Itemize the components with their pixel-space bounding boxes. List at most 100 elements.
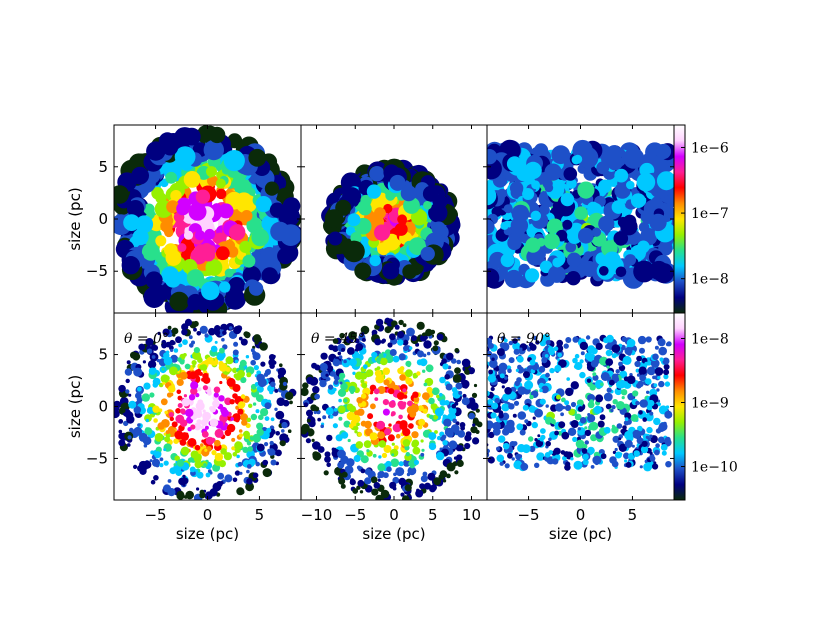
density-blob xyxy=(611,353,617,359)
density-blob xyxy=(324,451,331,458)
density-blob xyxy=(355,441,364,449)
density-blob xyxy=(262,468,272,478)
density-blob xyxy=(247,446,253,452)
density-blob xyxy=(221,409,230,417)
density-blob xyxy=(246,441,252,446)
density-blob xyxy=(322,415,327,420)
density-blob xyxy=(652,353,659,361)
density-blob xyxy=(388,400,396,408)
density-blob xyxy=(412,446,421,455)
density-blob xyxy=(420,452,425,457)
density-blob xyxy=(475,408,480,413)
density-blob xyxy=(565,387,574,397)
density-blob xyxy=(541,385,549,394)
density-blob xyxy=(421,448,425,452)
density-blob xyxy=(611,344,621,353)
density-blob xyxy=(545,340,551,345)
density-blob xyxy=(549,367,555,374)
density-blob xyxy=(340,483,346,489)
density-blob xyxy=(232,367,238,374)
density-blob xyxy=(632,429,641,439)
density-blob xyxy=(199,325,208,334)
density-blob xyxy=(613,231,629,246)
density-blob xyxy=(532,416,536,420)
density-blob xyxy=(413,459,419,465)
density-blob xyxy=(162,328,170,336)
density-blob xyxy=(645,462,651,468)
density-blob xyxy=(133,367,143,377)
density-blob xyxy=(311,438,315,442)
density-blob xyxy=(513,348,520,355)
density-blob xyxy=(616,423,623,429)
density-blob xyxy=(606,145,623,162)
density-blob xyxy=(513,460,523,470)
density-blob xyxy=(146,406,154,415)
density-blob xyxy=(214,340,218,344)
density-blob xyxy=(245,355,250,359)
density-blob xyxy=(649,451,653,455)
density-blob xyxy=(605,349,613,357)
density-blob xyxy=(649,453,655,459)
density-blob xyxy=(141,393,150,402)
density-blob xyxy=(188,202,207,221)
y-tick-label: 5 xyxy=(98,346,108,364)
density-blob xyxy=(196,487,200,491)
density-blob xyxy=(632,390,639,397)
colorbar-tick-label: 1e−8 xyxy=(691,331,729,347)
density-blob xyxy=(496,348,505,357)
density-blob xyxy=(649,434,653,438)
density-blob xyxy=(176,491,185,500)
density-blob xyxy=(267,448,276,456)
density-blob xyxy=(556,339,563,347)
density-blob xyxy=(419,334,427,342)
density-blob xyxy=(187,438,197,447)
density-blob xyxy=(434,430,438,434)
density-blob xyxy=(128,400,137,409)
density-blob xyxy=(203,463,207,467)
density-blob xyxy=(152,377,161,386)
density-blob xyxy=(168,412,174,418)
density-blob xyxy=(405,360,412,367)
density-blob xyxy=(498,435,506,443)
density-blob xyxy=(624,347,633,355)
density-blob xyxy=(475,429,480,434)
density-blob xyxy=(332,338,339,344)
density-blob xyxy=(125,389,130,394)
density-blob xyxy=(180,446,190,456)
density-blob xyxy=(356,397,363,404)
density-blob xyxy=(173,438,179,445)
density-blob xyxy=(354,371,364,380)
density-blob xyxy=(206,357,214,365)
density-blob xyxy=(655,443,660,448)
density-blob xyxy=(584,352,593,361)
density-blob xyxy=(508,340,513,346)
density-blob xyxy=(382,367,390,375)
density-blob xyxy=(167,325,172,330)
density-blob xyxy=(487,456,495,464)
density-blob xyxy=(182,127,201,146)
density-blob xyxy=(153,418,158,423)
density-blob xyxy=(145,271,163,289)
density-blob xyxy=(420,246,435,261)
density-blob xyxy=(550,418,556,425)
density-blob xyxy=(581,448,588,454)
density-blob xyxy=(157,422,165,430)
density-blob xyxy=(360,332,365,336)
density-blob xyxy=(176,378,184,386)
density-blob xyxy=(646,366,656,376)
density-blob xyxy=(548,265,566,283)
density-blob xyxy=(446,462,456,472)
density-blob xyxy=(524,380,534,390)
density-blob xyxy=(544,163,562,181)
y-axis-label: size (pc) xyxy=(66,375,84,438)
density-blob xyxy=(649,411,654,416)
x-tick-label: −5 xyxy=(144,506,166,524)
density-blob xyxy=(195,401,205,411)
density-blob xyxy=(209,471,213,475)
density-blob xyxy=(275,410,285,420)
density-blob xyxy=(330,371,336,377)
density-blob xyxy=(384,326,392,334)
density-blob xyxy=(622,355,632,365)
density-blob xyxy=(199,489,205,495)
density-blob xyxy=(353,454,361,463)
